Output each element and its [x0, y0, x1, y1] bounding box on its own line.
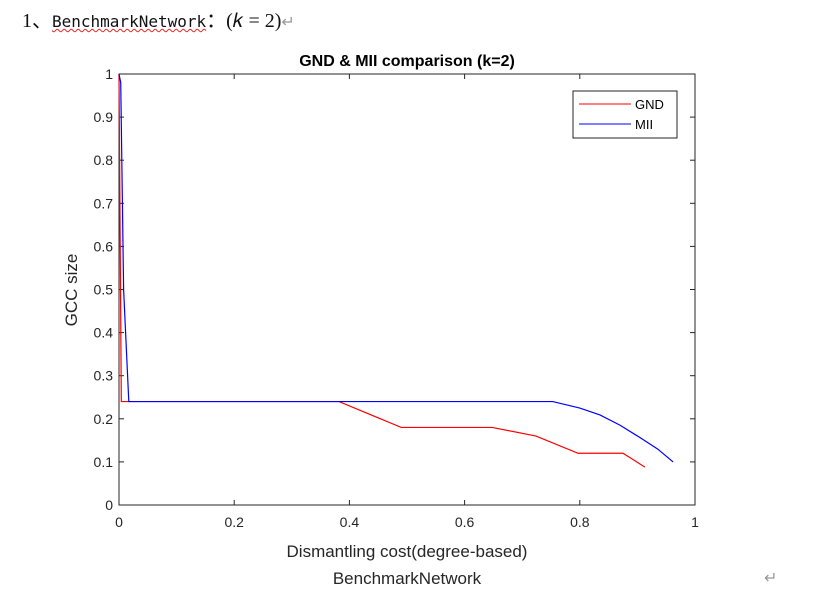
chart-title: GND & MII comparison (k=2): [299, 53, 515, 70]
chart-caption: BenchmarkNetwork: [333, 569, 482, 588]
x-tick-label: 0: [115, 514, 123, 530]
paragraph-mark-icon: ↵: [764, 570, 778, 587]
legend-label-mii: MII: [635, 117, 653, 132]
document-heading: 1、BenchmarkNetwork：(𝑘 = 2)↵: [22, 4, 295, 33]
heading-colon: ：: [206, 10, 227, 32]
y-tick-label: 0.6: [94, 238, 114, 254]
paragraph-mark-icon: ↵: [281, 14, 295, 31]
y-tick-label: 0.2: [94, 411, 114, 427]
y-tick-label: 0.1: [94, 454, 114, 470]
x-tick-label: 1: [691, 514, 699, 530]
series-line-mii: [118, 73, 674, 463]
y-tick-label: 0.4: [94, 325, 114, 341]
y-tick-label: 1: [105, 66, 113, 82]
heading-network-name: BenchmarkNetwork: [52, 12, 207, 31]
x-tick-label: 0.8: [570, 514, 590, 530]
x-tick-label: 0.2: [224, 514, 244, 530]
legend-label-gnd: GND: [635, 97, 664, 112]
legend-box: [572, 90, 678, 139]
y-tick-label: 0.7: [94, 195, 114, 211]
heading-number: 1、: [22, 10, 52, 32]
legend: GND MII: [572, 90, 678, 139]
y-tick-label: 0.3: [94, 368, 114, 384]
y-axis-label: GCC size: [62, 254, 81, 327]
x-tick-label: 0.4: [340, 514, 360, 530]
plot-area: [118, 73, 696, 506]
y-tick-label: 0: [105, 497, 113, 513]
y-tick-label: 0.9: [94, 109, 114, 125]
x-axis-label: Dismantling cost(degree-based): [287, 542, 528, 561]
y-tick-label: 0.8: [94, 152, 114, 168]
heading-formula: (𝑘 = 2): [226, 10, 282, 32]
y-tick-label: 0.5: [94, 282, 114, 298]
x-tick-label: 0.6: [455, 514, 475, 530]
